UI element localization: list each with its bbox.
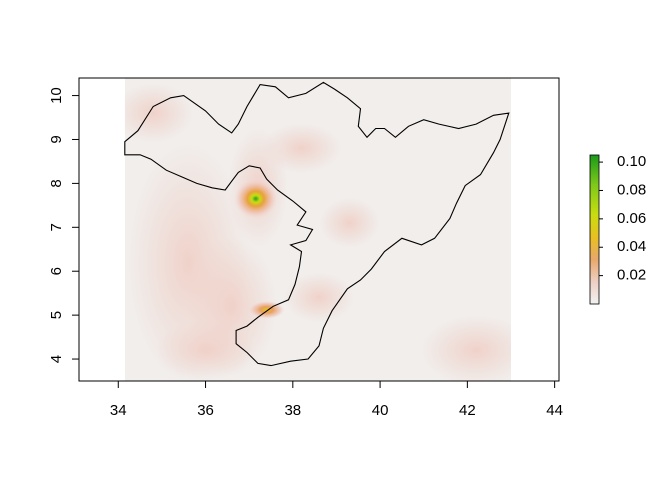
raster-haze-patch (124, 83, 194, 144)
y-tick-label: 9 (48, 135, 65, 143)
y-axis: 4 5 6 7 8 9 10 (48, 87, 80, 363)
raster-haze-patch (155, 320, 256, 381)
legend-tick-label: 0.10 (617, 153, 646, 170)
legend-tick-label: 0.08 (617, 181, 646, 198)
y-tick-label: 5 (48, 311, 65, 319)
x-tick-label: 38 (284, 402, 301, 419)
raster-haze-patch (421, 315, 512, 381)
x-tick-label: 34 (110, 402, 127, 419)
raster-haze-patch (319, 197, 380, 248)
legend-ticks: 0.02 0.04 0.06 0.08 0.10 (599, 153, 646, 284)
x-tick-label: 44 (546, 402, 563, 419)
x-tick-label: 40 (372, 402, 389, 419)
region-boundary (124, 81, 510, 367)
legend-tick-label: 0.04 (617, 238, 646, 255)
y-tick-label: 6 (48, 267, 65, 275)
x-tick-label: 36 (197, 402, 214, 419)
y-tick-label: 8 (48, 179, 65, 187)
raster-layer (124, 78, 512, 381)
raster-haze-patch (261, 123, 342, 174)
legend-tick-label: 0.06 (617, 210, 646, 227)
y-tick-label: 7 (48, 223, 65, 231)
x-tick-label: 42 (459, 402, 476, 419)
color-legend: 0.02 0.04 0.06 0.08 0.10 (589, 153, 646, 305)
raster-haze-patch (284, 272, 354, 323)
legend-color-bar (589, 154, 600, 305)
raster-haze (124, 83, 512, 381)
legend-tick-label: 0.02 (617, 267, 646, 284)
raster-hotspot (233, 178, 278, 219)
x-axis: 34 36 38 40 42 44 (110, 380, 563, 419)
y-tick-label: 10 (48, 87, 65, 104)
y-tick-label: 4 (48, 355, 65, 363)
